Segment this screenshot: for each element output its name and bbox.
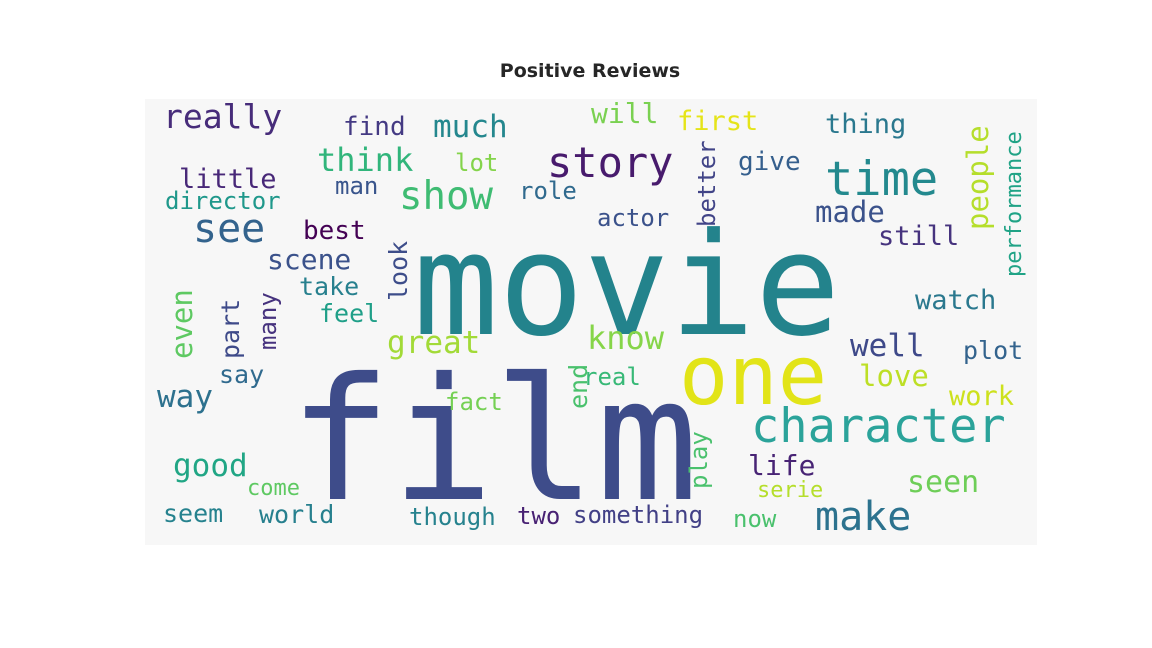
word-role: role xyxy=(519,177,577,205)
word-give: give xyxy=(738,147,801,177)
word-better: better xyxy=(693,140,721,227)
word-lot: lot xyxy=(455,149,498,177)
word-end: end xyxy=(564,364,593,409)
word-though: though xyxy=(409,503,496,531)
word-really: really xyxy=(163,99,282,136)
word-watch: watch xyxy=(915,285,996,316)
word-many: many xyxy=(254,292,282,350)
word-seem: seem xyxy=(163,499,223,528)
word-good: good xyxy=(173,448,248,484)
word-little: little xyxy=(179,164,277,195)
word-make: make xyxy=(815,494,911,540)
word-feel: feel xyxy=(319,299,379,328)
word-first: first xyxy=(677,106,758,137)
word-still: still xyxy=(878,221,959,252)
word-movie: movie xyxy=(413,203,840,368)
word-actor: actor xyxy=(597,204,669,232)
word-people: people xyxy=(961,125,995,230)
word-find: find xyxy=(343,112,406,142)
word-part: part xyxy=(216,299,245,359)
word-thing: thing xyxy=(825,109,906,140)
word-love: love xyxy=(859,359,929,393)
word-look: look xyxy=(384,241,413,301)
word-take: take xyxy=(299,272,359,301)
word-best: best xyxy=(303,216,366,246)
word-real: real xyxy=(583,363,641,391)
word-think: think xyxy=(317,141,413,179)
word-life: life xyxy=(748,449,815,482)
word-great: great xyxy=(387,325,480,361)
word-much: much xyxy=(433,109,508,145)
word-scene: scene xyxy=(267,243,351,276)
word-fact: fact xyxy=(445,388,503,416)
word-now: now xyxy=(733,505,777,533)
word-well: well xyxy=(850,328,925,364)
word-come: come xyxy=(247,476,300,501)
wordcloud-panel xyxy=(145,99,1037,545)
word-man: man xyxy=(335,172,378,200)
word-work: work xyxy=(949,381,1014,412)
word-performance: performance xyxy=(1002,131,1027,277)
word-even: even xyxy=(165,289,199,359)
word-something: something xyxy=(573,501,703,529)
word-time: time xyxy=(825,152,938,207)
word-know: know xyxy=(587,319,665,357)
word-serie: serie xyxy=(757,478,823,503)
word-film: film xyxy=(289,342,698,540)
word-say: say xyxy=(219,360,264,389)
word-character: character xyxy=(751,399,1006,454)
word-show: show xyxy=(399,174,493,219)
chart-title: Positive Reviews xyxy=(499,60,681,82)
word-world: world xyxy=(259,500,334,529)
word-two: two xyxy=(517,502,560,530)
word-way: way xyxy=(157,379,213,415)
word-play: play xyxy=(685,431,713,489)
word-one: one xyxy=(679,329,827,424)
word-will: will xyxy=(591,99,658,130)
word-plot: plot xyxy=(963,336,1023,365)
word-seen: seen xyxy=(907,465,979,500)
word-made: made xyxy=(815,195,885,229)
word-see: see xyxy=(193,206,265,252)
word-director: director xyxy=(165,187,281,215)
word-story: story xyxy=(547,138,673,187)
